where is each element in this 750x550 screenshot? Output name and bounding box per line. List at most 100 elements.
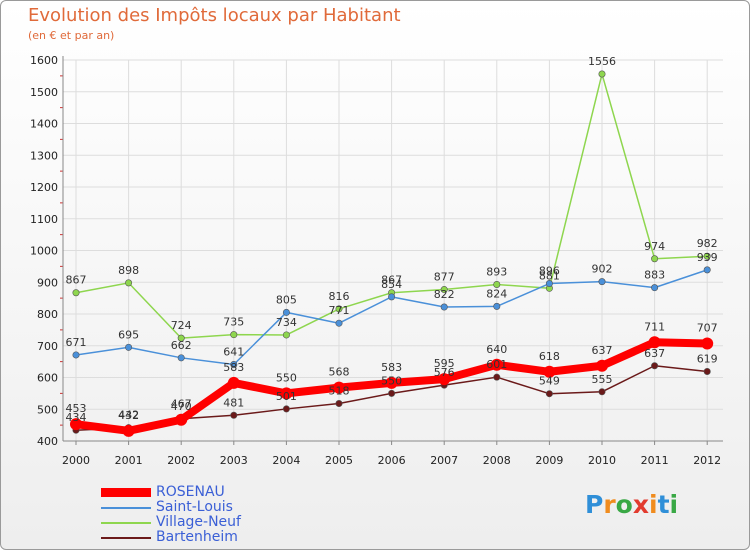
data-label-saint-louis: 822	[434, 288, 455, 301]
x-tick-label: 2002	[167, 454, 195, 467]
data-label-bartenheim: 576	[434, 366, 455, 379]
point-village-neuf	[493, 280, 501, 288]
legend-label-saint-louis: Saint-Louis	[156, 499, 233, 515]
data-label-saint-louis: 805	[276, 293, 297, 306]
x-tick-label: 2005	[325, 454, 353, 467]
data-label-rosenau: 637	[592, 344, 613, 357]
point-rosenau	[122, 424, 135, 437]
data-label-bartenheim: 501	[276, 390, 297, 403]
point-rosenau	[175, 413, 188, 426]
point-saint-louis	[388, 293, 396, 301]
legend-label-village-neuf: Village-Neuf	[156, 514, 241, 530]
point-village-neuf	[440, 286, 448, 294]
data-label-rosenau: 583	[381, 361, 402, 374]
point-rosenau	[490, 358, 503, 371]
data-label-rosenau: 568	[329, 366, 350, 379]
series-lines	[70, 70, 714, 437]
data-label-bartenheim: 481	[223, 396, 244, 409]
x-tick-label: 2011	[641, 454, 669, 467]
logo-letter: x	[632, 490, 649, 519]
y-tick-label: 1600	[30, 54, 58, 67]
data-label-rosenau: 595	[434, 357, 455, 370]
x-tick-label: 2000	[62, 454, 90, 467]
grid-lines	[63, 59, 723, 442]
y-tick-label: 1400	[30, 118, 58, 131]
point-saint-louis	[440, 303, 448, 311]
point-village-neuf	[598, 70, 606, 78]
data-label-saint-louis: 939	[697, 251, 718, 264]
logo-letter: o	[615, 490, 633, 519]
x-tick-label: 2006	[378, 454, 406, 467]
legend-item-saint-louis: Saint-Louis	[101, 500, 341, 515]
legend-item-bartenheim: Bartenheim	[101, 530, 341, 545]
x-tick-label: 2001	[115, 454, 143, 467]
legend-item-village-neuf: Village-Neuf	[101, 515, 341, 530]
logo-letter: i	[649, 490, 658, 519]
data-label-rosenau: 707	[697, 322, 718, 335]
data-label-rosenau: 583	[223, 361, 244, 374]
data-label-saint-louis: 641	[223, 345, 244, 358]
point-rosenau	[227, 376, 240, 389]
chart-subtitle: (en € et par an)	[28, 29, 115, 42]
point-village-neuf	[177, 334, 185, 342]
data-label-bartenheim: 601	[486, 358, 507, 371]
point-village-neuf	[703, 252, 711, 260]
y-tick-label: 1200	[30, 181, 58, 194]
data-label-village-neuf: 816	[329, 290, 350, 303]
legend-swatch-saint-louis	[101, 507, 151, 509]
y-tick-label: 500	[37, 403, 58, 416]
legend-label-bartenheim: Bartenheim	[156, 529, 238, 545]
y-tick-label: 1000	[30, 245, 58, 258]
point-village-neuf	[282, 331, 290, 339]
point-bartenheim	[230, 411, 238, 419]
y-tick-label: 1300	[30, 149, 58, 162]
point-bartenheim	[335, 400, 343, 408]
point-rosenau	[333, 381, 345, 394]
point-bartenheim	[703, 367, 711, 375]
x-tick-label: 2012	[693, 454, 721, 467]
data-label-bartenheim: 442	[118, 409, 139, 422]
data-label-village-neuf: 982	[697, 237, 718, 250]
data-labels: 867 898 724 735 734 816 867 877 893 881 1556 974 982…	[66, 55, 718, 424]
point-bartenheim	[282, 405, 290, 413]
data-label-village-neuf: 735	[223, 316, 244, 329]
x-tick-label: 2004	[272, 454, 300, 467]
logo-letter: i	[669, 490, 679, 519]
data-label-bartenheim: 619	[697, 352, 718, 365]
legend-item-rosenau: ROSENAU	[101, 485, 341, 500]
data-label-rosenau: 711	[644, 320, 665, 333]
y-tick-label: 700	[37, 340, 58, 353]
data-label-village-neuf: 893	[486, 265, 507, 278]
data-label-saint-louis: 902	[592, 263, 613, 276]
data-label-village-neuf: 867	[381, 274, 402, 287]
logo-letter: t	[657, 490, 670, 519]
legend: ROSENAU Saint-Louis Village-Neuf Bartenh…	[101, 485, 341, 545]
data-label-village-neuf: 974	[644, 240, 665, 253]
legend-swatch-village-neuf	[101, 522, 151, 524]
point-bartenheim	[493, 373, 501, 381]
point-saint-louis	[335, 319, 343, 327]
data-label-saint-louis: 671	[66, 336, 87, 349]
point-village-neuf	[72, 289, 80, 297]
point-saint-louis	[230, 360, 238, 368]
point-saint-louis	[72, 351, 80, 359]
point-saint-louis	[282, 308, 290, 316]
y-tick-label: 400	[37, 435, 58, 448]
legend-swatch-rosenau	[101, 488, 151, 497]
data-label-bartenheim: 470	[171, 400, 192, 413]
point-village-neuf	[651, 255, 659, 263]
point-saint-louis	[598, 278, 606, 286]
point-bartenheim	[651, 362, 659, 370]
point-bartenheim	[598, 388, 606, 396]
point-rosenau	[438, 373, 451, 386]
point-bartenheim	[545, 390, 553, 398]
data-label-rosenau: 467	[171, 398, 192, 411]
data-label-bartenheim: 550	[381, 374, 402, 387]
point-saint-louis	[545, 280, 553, 288]
point-rosenau	[648, 336, 661, 349]
point-bartenheim	[388, 389, 396, 397]
point-saint-louis	[703, 266, 711, 274]
x-tick-label: 2007	[430, 454, 458, 467]
